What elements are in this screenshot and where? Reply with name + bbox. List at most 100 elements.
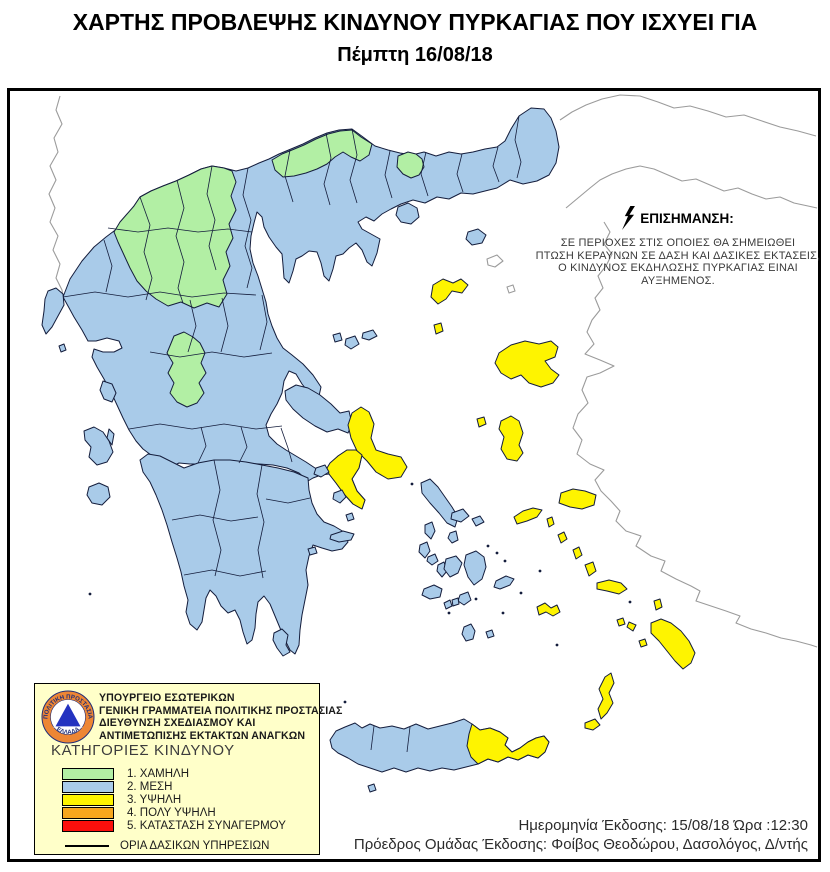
- island-andros: [420, 478, 459, 528]
- warning-heading: ΕΠΙΣΗΜΑΝΣΗ:: [640, 210, 734, 226]
- region-evrytania-patch: [166, 331, 207, 408]
- island-lefkada: [99, 380, 117, 403]
- region-crete: [329, 718, 550, 773]
- albania-border-line: [48, 95, 64, 298]
- island-ithaca: [106, 428, 115, 446]
- island-chalki: [638, 638, 648, 648]
- region-attica: [326, 449, 366, 510]
- island-psara: [476, 416, 487, 428]
- island-kythnos: [418, 541, 431, 559]
- lightning-warning-note: ΕΠΙΣΗΜΑΝΣΗ: ΣΕ ΠΕΡΙΟΧΕΣ ΣΤΙΣ ΟΠΟΙΕΣ ΘΑ Σ…: [528, 206, 828, 287]
- region-peloponnese: [139, 453, 349, 655]
- region-crete-east-lasithi: [466, 723, 550, 765]
- issue-date-line: Ημερομηνία Έκδοσης: 15/08/18 Ώρα :12:30: [518, 817, 808, 834]
- island-lesbos: [494, 340, 560, 388]
- region-epirus-west-macedonia: [113, 165, 237, 309]
- island-amorgos: [493, 575, 515, 590]
- warning-line: ΠΤΩΣΗ ΚΕΡΑΥΝΩΝ ΣΕ ΔΑΣΗ ΚΑΙ ΔΑΣΙΚΕΣ ΕΚΤΑΣ…: [535, 249, 821, 262]
- organization-block: ΥΠΟΥΡΓΕΙΟ ΕΣΩΤΕΡΙΚΩΝ ΓΕΝΙΚΗ ΓΡΑΜΜΑΤΕΙΑ Π…: [99, 692, 342, 742]
- island-salamina: [313, 464, 330, 478]
- island-patmos: [557, 531, 568, 544]
- forecast-date: Πέμπτη 16/08/18: [337, 44, 493, 66]
- issue-info: Ημερομηνία Έκδοσης: 15/08/18 Ώρα :12:30 …: [354, 816, 808, 854]
- island-samothrace: [465, 228, 487, 246]
- island-folegandros: [443, 599, 453, 610]
- island-tilos: [626, 621, 637, 632]
- logo-ring-text-bottom: ΕΛΛΑΔΑ: [55, 726, 81, 736]
- issue-author-line: Πρόεδρος Ομάδας Έκδοσης: Φοίβος Θεοδώρου…: [353, 836, 808, 853]
- island-corfu: [41, 287, 65, 335]
- org-line: ΑΝΤΙΜΕΤΩΠΙΣΗΣ ΕΚΤΑΚΤΩΝ ΑΝΑΓΚΩΝ: [99, 729, 306, 742]
- island-agios-efstratios: [433, 322, 444, 335]
- legend-item-label: 5. ΚΑΤΑΣΤΑΣΗ ΣΥΝΑΓΕΡΜΟΥ: [127, 819, 286, 832]
- island-astypalaia: [536, 602, 561, 617]
- island-spetses: [307, 546, 318, 556]
- boundary-label: ΟΡΙΑ ΔΑΣΙΚΩΝ ΥΠΗΡΕΣΙΩΝ: [120, 840, 270, 852]
- island-skopelos: [344, 335, 360, 350]
- island-thasos: [395, 202, 420, 225]
- risk-color-swatch: [62, 780, 114, 793]
- island-gavdos: [367, 783, 377, 793]
- island-ikaria: [513, 507, 543, 525]
- island-milos: [421, 584, 443, 600]
- neighbor-country-outlines: [48, 94, 818, 648]
- island-kea: [424, 521, 436, 540]
- island-kos: [596, 579, 628, 595]
- island-paxi: [58, 343, 67, 353]
- island-santorini: [461, 623, 476, 642]
- island-serifos: [426, 553, 439, 566]
- legend-item-label: 1. ΧΑΜΗΛΗ: [127, 767, 189, 780]
- legend-title: ΚΑΤΗΓΟΡΙΕΣ ΚΙΝΔΥΝΟΥ: [51, 742, 235, 759]
- legend-box: ΠΟΛΙΤΙΚΗ ΠΡΟΣΤΑΣΙΑ ΕΛΛΑΔΑ ΥΠΟΥΡΓΕΙΟ ΕΣΩΤ…: [34, 683, 342, 855]
- island-zakynthos: [86, 482, 111, 506]
- island-fourni: [546, 516, 555, 528]
- island-symi: [653, 598, 663, 611]
- legend-item: 3. ΥΨΗΛΗ: [62, 793, 286, 806]
- warning-line: Ο ΚΙΝΔΥΝΟΣ ΕΚΔΗΛΩΣΗΣ ΠΥΡΚΑΓΙΑΣ ΕΙΝΑΙ ΑΥΞ…: [558, 262, 798, 287]
- island-anafi: [485, 629, 495, 639]
- risk-color-swatch: [62, 819, 114, 832]
- page-title: ΧΑΡΤΗΣ ΠΡΟΒΛΕΨΗΣ ΚΙΝΔΥΝΟΥ ΠΥΡΚΑΓΙΑΣ ΠΟΥ …: [72, 9, 758, 35]
- boundary-line-sample: [65, 845, 109, 847]
- island-ios: [457, 591, 472, 606]
- island-hydra: [329, 530, 355, 543]
- island-sikinos: [451, 597, 460, 607]
- legend-item: 4. ΠΟΛΥ ΥΨΗΛΗ: [62, 806, 286, 819]
- tenedos-island-outline: [506, 284, 516, 294]
- island-kythira: [272, 628, 291, 657]
- map-frame: ΕΠΙΣΗΜΑΝΣΗ: ΣΕ ΠΕΡΙΟΧΕΣ ΣΤΙΣ ΟΠΟΙΕΣ ΘΑ Σ…: [7, 88, 821, 862]
- svg-text:ΕΛΛΑΔΑ: ΕΛΛΑΔΑ: [55, 726, 81, 736]
- prefecture-boundary-lines: [62, 115, 522, 753]
- risk-regions: [41, 107, 696, 793]
- island-paros: [443, 555, 463, 578]
- risk-color-swatch: [62, 767, 114, 780]
- island-mykonos: [471, 515, 485, 527]
- risk-color-swatch: [62, 793, 114, 806]
- legend-item: 5. ΚΑΤΑΣΤΑΣΗ ΣΥΝΑΓΕΡΜΟΥ: [62, 819, 286, 832]
- island-nisyros: [616, 617, 626, 627]
- island-tinos: [450, 508, 470, 523]
- org-line: ΥΠΟΥΡΓΕΙΟ ΕΣΩΤΕΡΙΚΩΝ: [99, 692, 235, 704]
- legend-item-label: 4. ΠΟΛΥ ΥΨΗΛΗ: [127, 806, 216, 819]
- legend-item: 1. ΧΑΜΗΛΗ: [62, 767, 286, 780]
- island-alonissos: [361, 329, 378, 341]
- legend-item-label: 3. ΥΨΗΛΗ: [127, 793, 182, 806]
- island-leros: [572, 546, 583, 560]
- legend-item-label: 2. ΜΕΣΗ: [127, 780, 173, 793]
- island-kasos: [584, 718, 601, 731]
- risk-color-swatch: [62, 806, 114, 819]
- island-aegina: [332, 489, 347, 504]
- civil-protection-logo: ΠΟΛΙΤΙΚΗ ΠΡΟΣΤΑΣΙΑ ΕΛΛΑΔΑ: [41, 690, 95, 744]
- island-syros: [447, 530, 459, 544]
- legend-item: 2. ΜΕΣΗ: [62, 780, 286, 793]
- island-poros: [345, 512, 355, 522]
- island-chios: [498, 415, 524, 462]
- island-kefalonia: [83, 426, 114, 466]
- island-samos: [558, 488, 597, 510]
- island-kalymnos: [584, 561, 597, 577]
- turkey-marmara-coast-line: [565, 165, 818, 209]
- island-naxos: [463, 550, 487, 586]
- warning-line: ΣΕ ΠΕΡΙΟΧΕΣ ΣΤΙΣ ΟΠΟΙΕΣ ΘΑ ΣΗΜΕΙΩΘΕΙ: [560, 237, 796, 249]
- org-line: ΓΕΝΙΚΗ ΓΡΑΜΜΑΤΕΙΑ ΠΟΛΙΤΙΚΗΣ ΠΡΟΣΤΑΣΙΑΣ: [99, 704, 343, 717]
- turkey-thrace-coast-line: [559, 94, 817, 137]
